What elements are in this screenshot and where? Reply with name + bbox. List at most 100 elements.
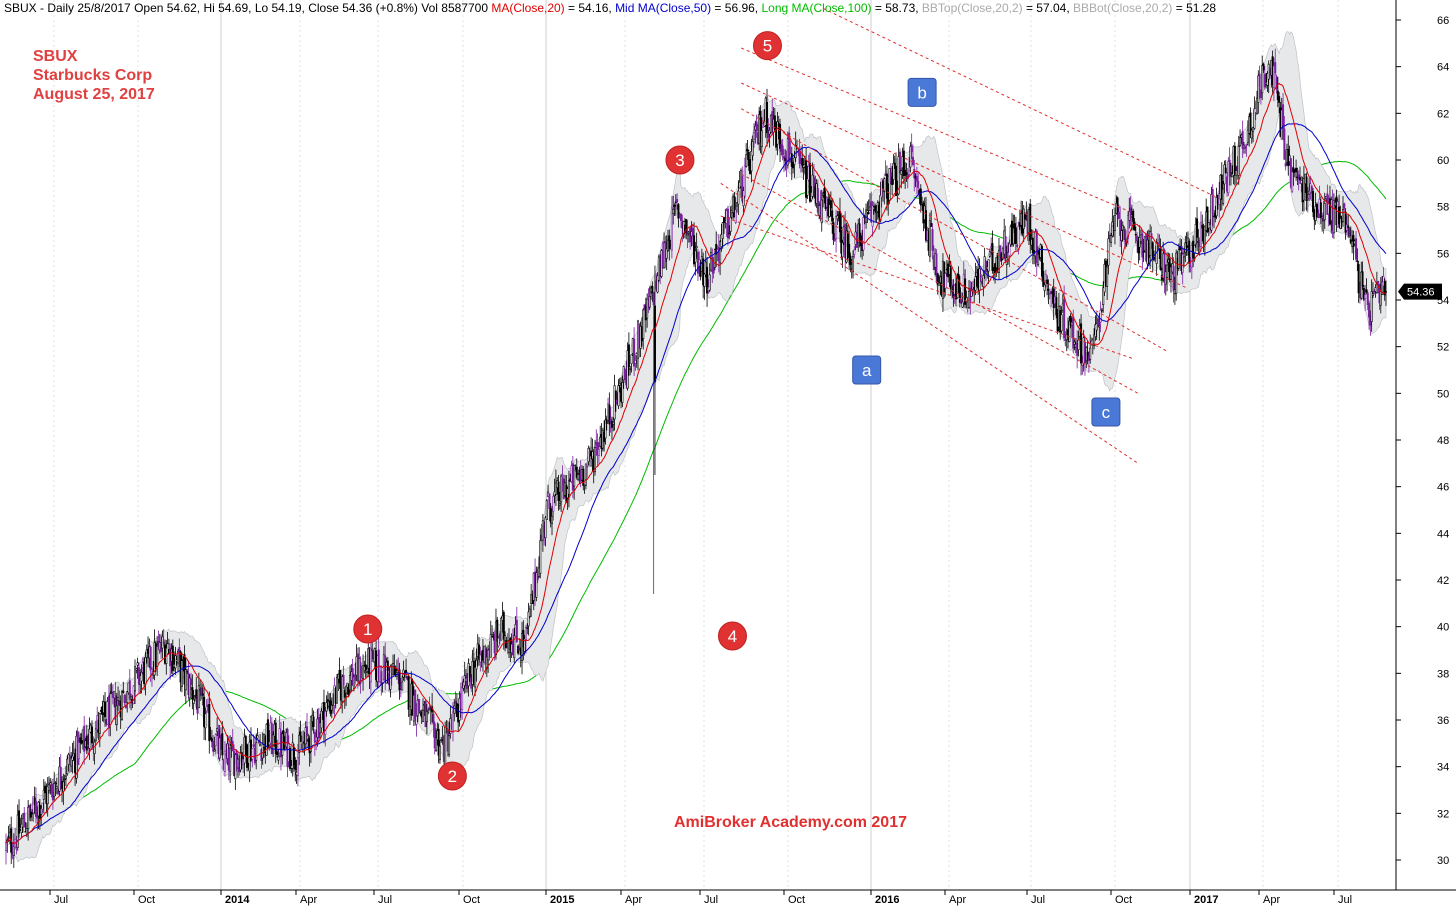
candle-body [66,758,69,775]
y-tick-label: 38 [1437,668,1449,680]
candle-body [560,475,563,503]
candle-body [1177,249,1180,269]
candle-body [432,713,435,725]
candle-body [167,643,170,650]
candle-body [883,178,886,192]
candle-body [214,734,217,746]
candle-body [364,664,367,671]
candle-body [755,121,758,132]
candle-body [779,123,782,149]
candle-body [527,611,530,627]
candle-body [1133,221,1136,231]
candle-body [1047,288,1050,291]
candle-body [1166,264,1169,278]
wave-marker-label: a [862,361,872,380]
candle-body [994,263,997,274]
candle-body [1203,226,1206,245]
candle-body [1361,271,1364,287]
candle-body [1341,209,1344,222]
candle-body [1060,314,1063,332]
candle-body [1069,315,1072,326]
candle-body [1132,210,1135,222]
wave-annotations: 1 2 3 4 5 a b c [353,31,1121,791]
candle-body [98,713,101,734]
candle-body [212,740,215,752]
candle-body [64,775,67,780]
candle-body [221,733,224,756]
last-price-label: 54.36 [1407,287,1435,299]
candle-body [862,217,865,251]
candle-body [394,668,397,672]
candle-body [315,736,318,742]
candle-body [1129,207,1132,218]
candle-body [135,668,138,671]
candle-body [425,711,428,723]
candle-body [1371,293,1374,296]
wave-marker-box [907,77,937,107]
candle-body [229,747,232,772]
candle-body [577,474,580,480]
candle-body [414,689,417,720]
candle-body [728,232,731,234]
candle-body [1241,131,1244,149]
candle-body [1261,65,1264,94]
candle-body [898,151,901,171]
candle-body [1365,289,1368,293]
candle-body [256,735,259,739]
candle-body [1012,227,1015,245]
candle-body [656,275,659,293]
candle-body [289,748,292,769]
header-segment: = 57.04, [1023,1,1073,15]
candle-body [1043,284,1046,291]
candle-body [823,188,826,198]
candle-body [665,248,668,259]
candle-body [407,675,410,710]
candle-body [201,693,204,696]
candle-body [833,238,836,241]
x-tick-label: 2014 [225,894,250,906]
candle-body [653,305,656,382]
candle-body [91,726,94,744]
candle-body [549,508,552,523]
y-tick-label: 30 [1437,855,1449,867]
candle-body [930,222,933,227]
candle-body [186,670,189,673]
candle-body [874,205,877,212]
header-segment: BBBot(Close,20,2) [1073,1,1172,15]
header-segment: = 51.28 [1172,1,1216,15]
candle-body [474,666,477,688]
candle-body [911,156,914,166]
candle-body [1188,240,1191,264]
header-segment: = 58.73, [872,1,922,15]
candle-body [905,172,908,176]
candle-body [1244,145,1247,149]
candle-body [1031,237,1034,254]
candle-body [1029,203,1032,242]
candle-body [134,666,137,692]
candle-body [798,152,801,164]
candle-body [171,645,174,671]
candle-body [1237,145,1240,176]
candle-body [1305,176,1308,201]
x-tick-label: 2016 [875,894,899,906]
candle-body [1315,203,1318,217]
candle-body [408,706,411,716]
candle-body [917,180,920,188]
candle-body [1319,202,1322,219]
ma100-layer [5,160,1387,845]
candle-body [1134,233,1137,236]
candle-body [428,706,431,710]
candle-body [351,667,354,686]
wave-marker-circle [717,621,747,651]
candle-body [974,276,977,291]
candle-body [836,215,839,220]
candle-body [195,689,198,699]
candle-body [515,619,518,643]
candle-body [832,222,835,241]
candle-body [652,291,655,306]
candle-body [240,752,243,763]
candle-body [526,627,529,629]
candle-body [272,734,275,750]
candle-body [835,215,838,240]
candle-body [320,710,323,729]
